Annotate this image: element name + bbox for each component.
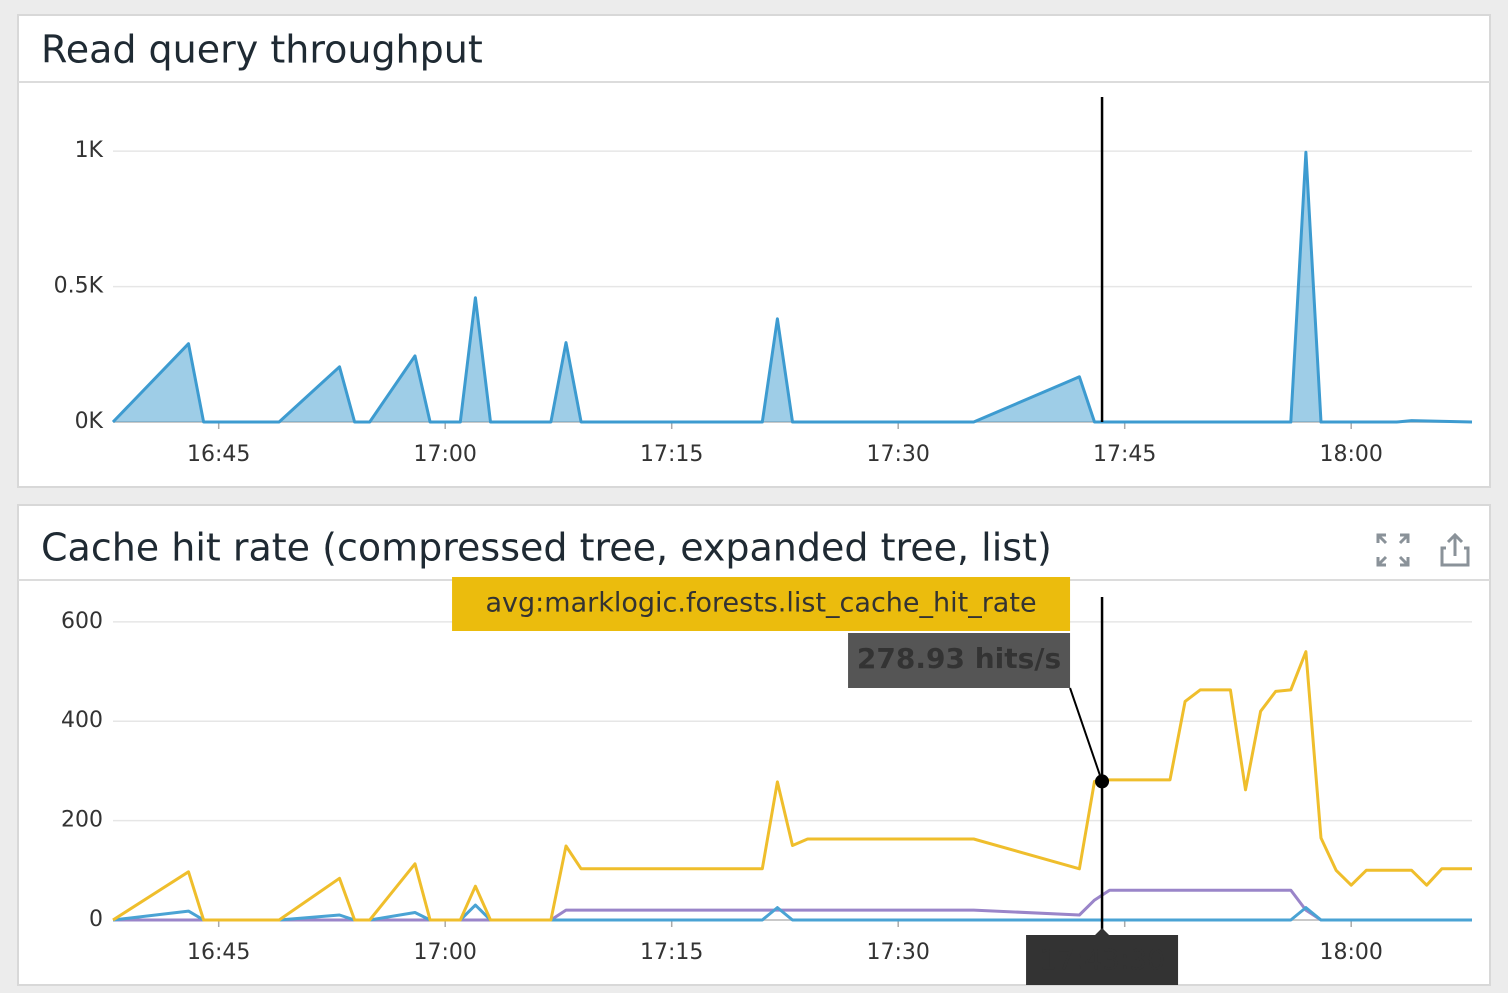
- hover-overlay: avg:marklogic.forests.list_cache_hit_rat…: [452, 97, 1179, 985]
- x-tick-label: 16:45: [187, 442, 250, 467]
- x-tick-label: 17:15: [640, 940, 703, 965]
- y-tick-label: 600: [61, 609, 103, 634]
- panel: [17, 14, 1491, 488]
- x-tick-label: 17:00: [413, 940, 476, 965]
- chart-title: Cache hit rate (compressed tree, expande…: [41, 526, 1052, 570]
- tooltip-leader: [1069, 687, 1103, 782]
- chart-title: Read query throughput: [41, 28, 483, 72]
- y-tick-label: 200: [61, 808, 103, 833]
- plot: 0K 0.5K 1K 16:45 17:00 17:15 17:30 17:45 18:00: [54, 138, 1473, 467]
- hover-time: 17:43:30: [1039, 943, 1165, 976]
- series-line: [112, 650, 1472, 922]
- series-line: [112, 903, 1472, 922]
- expand-icon[interactable]: [1376, 533, 1410, 567]
- y-tick-label: 1K: [75, 138, 104, 163]
- x-tick-label: 17:45: [1093, 442, 1156, 467]
- y-tick-label: 400: [61, 708, 103, 733]
- x-tick-label: 18:00: [1319, 940, 1382, 965]
- y-tick-label: 0: [89, 907, 103, 932]
- y-tick-label: 0K: [75, 409, 104, 434]
- hover-point: [1095, 774, 1110, 789]
- time-box-pointer: [1094, 928, 1111, 936]
- tooltip-series-box: [452, 577, 1071, 631]
- tooltip-value: 278.93 hits/s: [857, 642, 1061, 675]
- time-box: [1026, 935, 1179, 985]
- x-tick-label: 17:30: [866, 442, 929, 467]
- x-tick-label: 17:00: [413, 442, 476, 467]
- export-icon[interactable]: [1440, 532, 1470, 567]
- y-tick-label: 0.5K: [54, 274, 104, 299]
- x-tick-label: 18:00: [1319, 442, 1382, 467]
- tooltip-series-name: avg:marklogic.forests.list_cache_hit_rat…: [486, 588, 1037, 619]
- x-tick-label: 17:15: [640, 442, 703, 467]
- x-tick-label: 16:45: [187, 940, 250, 965]
- area-line: [111, 150, 1473, 424]
- tooltip-value-box: [848, 633, 1071, 688]
- x-tick-label: 17:30: [866, 940, 929, 965]
